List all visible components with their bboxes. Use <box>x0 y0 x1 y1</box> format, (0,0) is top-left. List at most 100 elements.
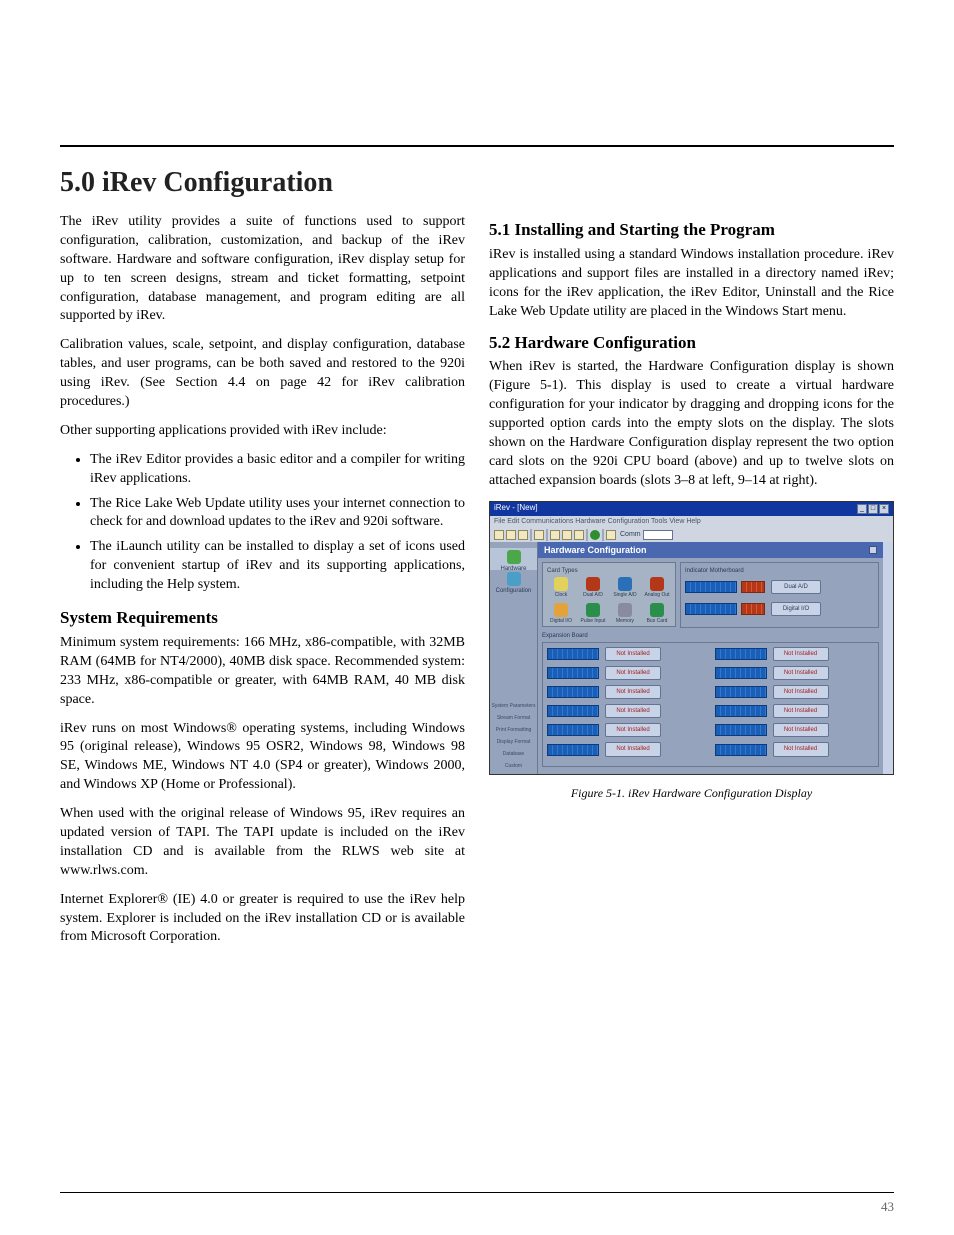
toolbar-label: Comm <box>620 530 641 539</box>
exp-slot[interactable]: Not Installed <box>547 647 707 661</box>
card-label: Dual A/D <box>583 592 603 598</box>
memory-icon <box>618 603 632 617</box>
toolbar-icon[interactable] <box>590 530 600 540</box>
card-type-clock[interactable]: Clock <box>547 577 575 599</box>
exp-slot[interactable]: Not Installed <box>715 666 875 680</box>
not-installed-button[interactable]: Not Installed <box>605 704 661 718</box>
not-installed-button[interactable]: Not Installed <box>605 666 661 680</box>
expansion-grid: Not Installed Not Installed Not Installe… <box>542 642 879 767</box>
not-installed-button[interactable]: Not Installed <box>773 742 829 756</box>
toolbar-icon[interactable] <box>562 530 572 540</box>
toolbar-separator <box>602 529 604 541</box>
panel-title: Hardware Configuration <box>544 544 647 556</box>
exp-row: Not Installed Not Installed <box>547 723 874 737</box>
two-column-layout: The iRev utility provides a suite of fun… <box>60 213 894 957</box>
close-icon[interactable]: × <box>879 504 889 514</box>
exp-slot[interactable]: Not Installed <box>547 666 707 680</box>
not-installed-button[interactable]: Not Installed <box>605 647 661 661</box>
card-type-memory[interactable]: Memory <box>611 603 639 625</box>
card-type-singlead[interactable]: Single A/D <box>611 577 639 599</box>
sidebar-item-config[interactable]: Configuration <box>490 570 537 592</box>
panel-close-icon[interactable] <box>869 546 877 554</box>
maximize-icon[interactable]: □ <box>868 504 878 514</box>
main-panel: Hardware Configuration Card Types Clock <box>538 542 883 774</box>
chapter-title: 5.0 iRev Configuration <box>60 167 894 199</box>
para-intro: The iRev utility provides a suite of fun… <box>60 213 465 326</box>
page-header <box>60 70 894 145</box>
chip-icon <box>715 724 767 736</box>
not-installed-button[interactable]: Not Installed <box>605 685 661 699</box>
not-installed-button[interactable]: Not Installed <box>773 685 829 699</box>
not-installed-button[interactable]: Not Installed <box>605 742 661 756</box>
clock-icon <box>554 577 568 591</box>
chip-icon <box>547 705 599 717</box>
exp-slot[interactable]: Not Installed <box>547 704 707 718</box>
card-type-pulse[interactable]: Pulse Input <box>579 603 607 625</box>
chip-slot-2[interactable] <box>685 601 765 617</box>
panel-body: Card Types Clock Dual A/D Single A/D Ana… <box>542 562 879 767</box>
exp-slot[interactable]: Not Installed <box>547 742 707 756</box>
vertical-scrollbar[interactable] <box>883 542 893 774</box>
sysreq-heading: System Requirements <box>60 607 465 630</box>
card-type-analogout[interactable]: Analog Out <box>643 577 671 599</box>
support-list: The iRev Editor provides a basic editor … <box>90 451 465 595</box>
toolbar-icon[interactable] <box>606 530 616 540</box>
card-label: Clock <box>555 592 568 598</box>
screenshot-window: iRev - [New] _ □ × File Edit Communicati… <box>489 501 894 775</box>
sidebar-item[interactable]: Database <box>490 750 537 762</box>
not-installed-button[interactable]: Not Installed <box>773 704 829 718</box>
chip-icon <box>715 744 767 756</box>
sec51-heading: 5.1 Installing and Starting the Program <box>489 219 894 242</box>
exp-slot[interactable]: Not Installed <box>715 704 875 718</box>
exp-slot[interactable]: Not Installed <box>715 647 875 661</box>
slot-button[interactable]: Digital I/O <box>771 602 821 616</box>
mb-slot-row: Digital I/O <box>685 601 874 617</box>
sec52-heading: 5.2 Hardware Configuration <box>489 332 894 355</box>
exp-row: Not Installed Not Installed <box>547 685 874 699</box>
sidebar-item[interactable]: Display Format <box>490 738 537 750</box>
exp-slot[interactable]: Not Installed <box>547 723 707 737</box>
toolbar-combo[interactable] <box>643 530 673 540</box>
page-number-footer: 43 <box>881 1199 894 1215</box>
singlead-icon <box>618 577 632 591</box>
footer-rule <box>60 1192 894 1193</box>
card-type-bus[interactable]: Bus Card <box>643 603 671 625</box>
exp-row: Not Installed Not Installed <box>547 704 874 718</box>
toolbar-icon[interactable] <box>534 530 544 540</box>
chip-icon <box>741 603 765 615</box>
slot-button[interactable]: Dual A/D <box>771 580 821 594</box>
not-installed-button[interactable]: Not Installed <box>773 666 829 680</box>
card-type-digio[interactable]: Digital I/O <box>547 603 575 625</box>
exp-slot[interactable]: Not Installed <box>715 685 875 699</box>
not-installed-button[interactable]: Not Installed <box>773 723 829 737</box>
not-installed-button[interactable]: Not Installed <box>773 647 829 661</box>
sidebar-item[interactable]: Stream Format <box>490 714 537 726</box>
sidebar-item[interactable]: Custom <box>490 762 537 774</box>
exp-slot[interactable]: Not Installed <box>715 742 875 756</box>
card-types-box: Card Types Clock Dual A/D Single A/D Ana… <box>542 562 676 628</box>
expansion-title: Expansion Board <box>542 632 879 640</box>
menubar[interactable]: File Edit Communications Hardware Config… <box>490 516 893 528</box>
exp-slot[interactable]: Not Installed <box>547 685 707 699</box>
toolbar-icon[interactable] <box>574 530 584 540</box>
toolbar-icon[interactable] <box>518 530 528 540</box>
toolbar-icon[interactable] <box>550 530 560 540</box>
chip-icon <box>547 686 599 698</box>
top-row: Card Types Clock Dual A/D Single A/D Ana… <box>542 562 879 628</box>
sidebar-item[interactable]: Print Formatting <box>490 726 537 738</box>
toolbar-icon[interactable] <box>494 530 504 540</box>
card-types-row2: Digital I/O Pulse Input Memory Bus Card <box>547 603 671 625</box>
sidebar-item[interactable]: System Parameters <box>490 702 537 714</box>
not-installed-button[interactable]: Not Installed <box>605 723 661 737</box>
pulse-icon <box>586 603 600 617</box>
window-titlebar: iRev - [New] _ □ × <box>490 502 893 516</box>
chip-slot-1[interactable] <box>685 579 765 595</box>
minimize-icon[interactable]: _ <box>857 504 867 514</box>
sidebar-item-hardware[interactable]: Hardware <box>490 548 537 570</box>
config-icon <box>507 572 521 586</box>
chip-icon <box>547 667 599 679</box>
exp-slot[interactable]: Not Installed <box>715 723 875 737</box>
list-item: The Rice Lake Web Update utility uses yo… <box>90 495 465 533</box>
toolbar-icon[interactable] <box>506 530 516 540</box>
card-type-dualad[interactable]: Dual A/D <box>579 577 607 599</box>
